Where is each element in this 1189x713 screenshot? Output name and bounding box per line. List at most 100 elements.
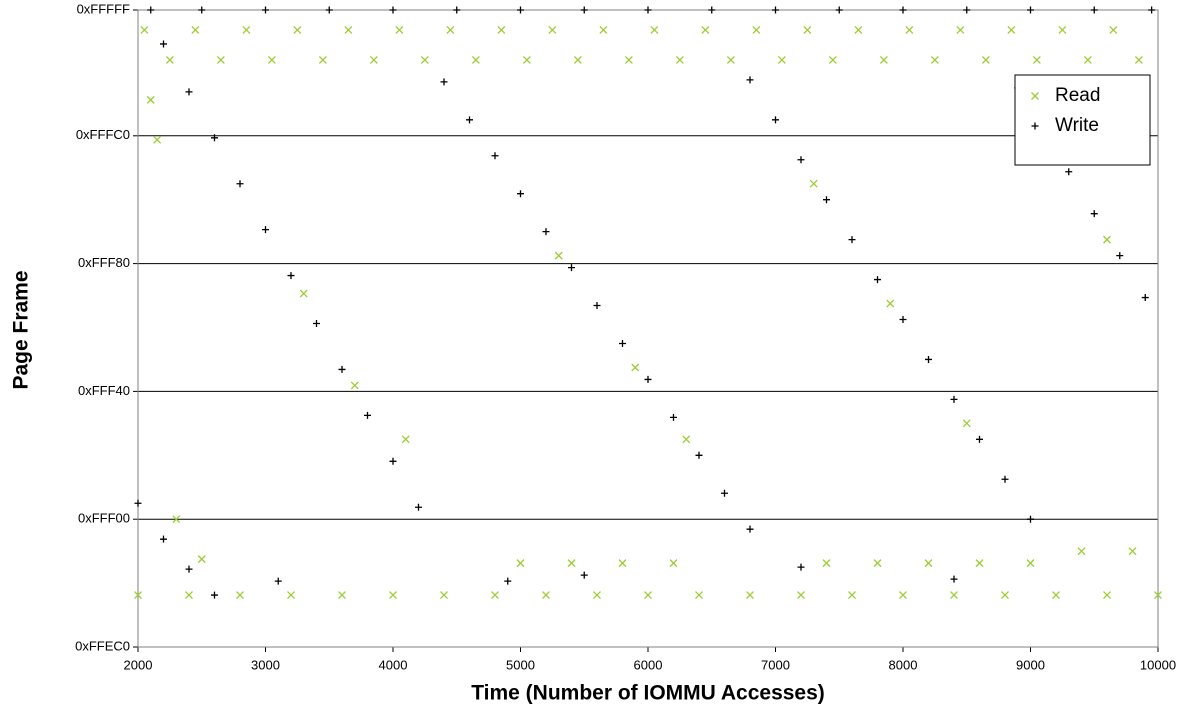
point: [822, 559, 831, 568]
point: [1090, 6, 1098, 14]
point: [293, 26, 302, 34]
point: [287, 272, 295, 280]
point: [573, 55, 582, 64]
point: [670, 413, 677, 421]
point: [211, 591, 218, 599]
point: [593, 591, 601, 600]
point: [153, 135, 162, 144]
point: [236, 591, 244, 600]
point: [420, 55, 429, 64]
point: [925, 355, 932, 363]
y-tick-label: 0xFFF00: [78, 511, 130, 526]
x-tick-label: 5000: [506, 657, 535, 672]
point: [274, 577, 282, 585]
point: [874, 276, 881, 284]
point: [1148, 6, 1156, 14]
point: [809, 179, 818, 188]
point: [318, 55, 327, 64]
x-tick-label: 9000: [1016, 657, 1045, 672]
point: [669, 559, 678, 568]
point: [746, 591, 754, 600]
point: [950, 395, 958, 403]
point: [848, 236, 856, 244]
point: [548, 26, 557, 34]
point: [160, 40, 167, 48]
point: [746, 76, 754, 84]
x-tick-label: 10000: [1140, 657, 1176, 672]
point: [777, 55, 786, 64]
point: [644, 6, 652, 14]
point: [517, 6, 524, 14]
point: [803, 26, 812, 34]
point: [389, 6, 397, 14]
point: [453, 6, 461, 14]
point: [899, 6, 907, 14]
point: [389, 457, 397, 465]
point: [899, 591, 907, 600]
point: [146, 95, 155, 104]
point: [873, 559, 882, 568]
point: [1077, 547, 1086, 556]
y-tick-label: 0xFFF80: [78, 255, 130, 270]
point: [216, 55, 225, 64]
point: [338, 365, 346, 373]
point: [1090, 210, 1098, 218]
point: [1141, 294, 1149, 302]
point: [1026, 559, 1035, 568]
point: [879, 55, 888, 64]
point: [491, 152, 499, 160]
point: [956, 26, 965, 34]
point: [682, 435, 691, 444]
point: [147, 6, 155, 14]
point: [364, 411, 371, 419]
point: [950, 591, 958, 600]
point: [848, 591, 856, 600]
point: [1032, 55, 1041, 64]
x-tick-label: 8000: [889, 657, 918, 672]
point: [401, 435, 410, 444]
point: [854, 26, 863, 34]
point: [344, 26, 353, 34]
point: [618, 559, 627, 568]
legend-label: Write: [1055, 115, 1099, 136]
point: [631, 363, 640, 372]
legend-label: Read: [1055, 85, 1100, 106]
point: [701, 26, 710, 34]
point: [568, 264, 575, 272]
point: [797, 591, 805, 600]
point: [236, 180, 244, 188]
point: [828, 55, 837, 64]
point: [1116, 252, 1124, 260]
x-tick-label: 7000: [761, 657, 790, 672]
y-tick-label: 0xFFFC0: [76, 127, 130, 142]
point: [197, 555, 206, 564]
point: [1007, 26, 1016, 34]
point: [466, 116, 473, 124]
point: [185, 565, 193, 573]
point: [440, 591, 448, 600]
y-tick-label: 0xFFFFF: [77, 1, 130, 16]
point: [134, 591, 142, 600]
point: [976, 435, 983, 443]
point: [580, 571, 588, 579]
point: [899, 316, 907, 324]
point: [1154, 591, 1162, 600]
point: [1027, 515, 1034, 523]
point: [981, 55, 990, 64]
point: [172, 515, 181, 524]
y-tick-label: 0xFFF40: [78, 383, 130, 398]
point: [797, 156, 805, 164]
point: [325, 6, 333, 14]
point: [1058, 26, 1067, 34]
point: [211, 134, 218, 142]
point: [471, 55, 480, 64]
point: [134, 499, 142, 507]
point: [446, 26, 455, 34]
point: [650, 26, 659, 34]
point: [975, 559, 984, 568]
point: [644, 375, 652, 383]
point: [191, 26, 200, 34]
point: [517, 190, 524, 198]
point: [389, 591, 397, 600]
